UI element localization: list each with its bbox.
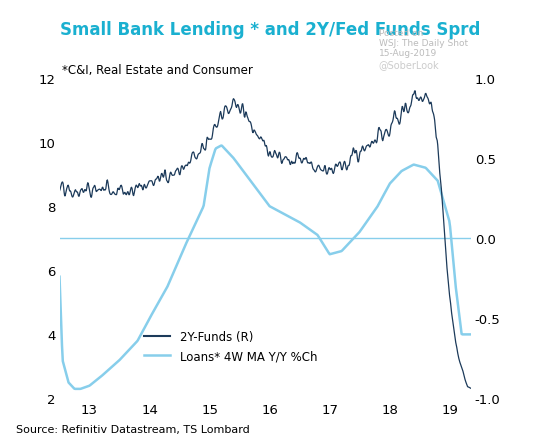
- Text: @SoberLook: @SoberLook: [379, 60, 439, 71]
- Text: WSJ: The Daily Shot: WSJ: The Daily Shot: [379, 39, 468, 48]
- Legend: 2Y-Funds (R), Loans* 4W MA Y/Y %Ch: 2Y-Funds (R), Loans* 4W MA Y/Y %Ch: [140, 326, 322, 367]
- Text: *C&I, Real Estate and Consumer: *C&I, Real Estate and Consumer: [62, 64, 253, 77]
- Text: Source: Refinitiv Datastream, TS Lombard: Source: Refinitiv Datastream, TS Lombard: [16, 424, 250, 434]
- Text: Small Bank Lending * and 2Y/Fed Funds Sprd: Small Bank Lending * and 2Y/Fed Funds Sp…: [60, 21, 480, 39]
- Text: 15-Aug-2019: 15-Aug-2019: [379, 49, 437, 58]
- Text: Posted on: Posted on: [379, 28, 423, 38]
